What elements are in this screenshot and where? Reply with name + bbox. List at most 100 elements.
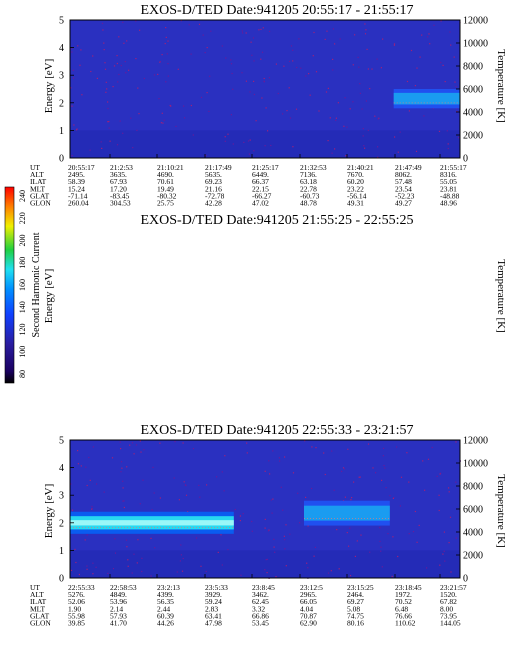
- heatmap-speckle: [227, 549, 229, 551]
- table-cell: -72.78: [205, 191, 225, 200]
- heatmap-speckle: [350, 499, 352, 501]
- table-cell: 3462.: [252, 590, 269, 599]
- heatmap-speckle: [91, 508, 93, 510]
- heatmap-speckle: [185, 484, 187, 487]
- heatmap-speckle: [108, 127, 110, 129]
- table-cell: 67.82: [440, 597, 457, 606]
- heatmap-speckle: [182, 442, 184, 444]
- heatmap-speckle: [249, 139, 251, 141]
- heatmap-speckle: [449, 516, 452, 518]
- table-cell: 42.28: [205, 199, 222, 208]
- heatmap-area: [69, 19, 461, 159]
- y2-ticks: 0 2000 4000 6000 8000 10000 12000: [456, 436, 488, 585]
- heatmap-speckle: [91, 507, 93, 510]
- table-cell: 49.27: [395, 199, 412, 208]
- heatmap-speckle: [251, 520, 253, 523]
- heatmap-speckle: [308, 73, 310, 75]
- y2-tick-label: 8000: [463, 62, 483, 73]
- heatmap-speckle: [314, 546, 316, 548]
- heatmap-speckle: [109, 140, 111, 142]
- table-cell: 63.41: [205, 611, 222, 620]
- table-cell: 23.81: [440, 184, 457, 193]
- heatmap-speckle: [184, 117, 186, 119]
- table-cell: 49.31: [347, 199, 364, 208]
- heatmap-speckle: [332, 28, 334, 30]
- table-cell: -52.23: [395, 191, 415, 200]
- heatmap-speckle: [154, 547, 156, 549]
- heatmap-speckle: [150, 575, 152, 577]
- y-tick-label: 3: [59, 491, 64, 502]
- heatmap-speckle: [245, 32, 247, 34]
- heatmap-speckle: [100, 141, 102, 143]
- heatmap-speckle: [104, 68, 107, 70]
- y2-tick-label: 10000: [463, 459, 488, 470]
- heatmap-speckle: [221, 45, 223, 47]
- heatmap-speckle: [282, 113, 284, 115]
- heatmap-speckle: [160, 122, 162, 124]
- heatmap-speckle: [382, 38, 384, 40]
- heatmap-speckle: [419, 56, 421, 58]
- table-cell: 19.49: [157, 184, 174, 193]
- heatmap-speckle: [357, 56, 359, 58]
- colorbar-tick-label: 140: [18, 301, 27, 313]
- heatmap-speckle: [429, 43, 431, 45]
- heatmap-speckle: [400, 476, 403, 478]
- heatmap-speckle: [270, 144, 272, 147]
- table-cell: 2495.: [68, 170, 85, 179]
- heatmap-speckle: [440, 20, 442, 22]
- heatmap-speckle: [343, 125, 345, 127]
- heatmap-speckle: [223, 490, 225, 492]
- heatmap-speckle: [135, 58, 137, 60]
- heatmap-speckle: [216, 476, 218, 478]
- table-cell: 70.61: [157, 177, 174, 186]
- heatmap-speckle: [399, 131, 401, 133]
- y-tick-label: 5: [59, 436, 64, 447]
- table-row-label: ALT: [30, 170, 44, 179]
- heatmap-speckle: [205, 570, 207, 573]
- heatmap-speckle: [232, 88, 234, 90]
- table-cell: 55.98: [68, 611, 85, 620]
- heatmap-speckle: [204, 52, 206, 54]
- heatmap-speckle: [177, 68, 179, 70]
- heatmap-speckle: [372, 467, 374, 469]
- heatmap-speckle: [180, 544, 182, 546]
- heatmap-speckle: [230, 59, 232, 61]
- heatmap-speckle: [448, 542, 450, 544]
- heatmap-speckle: [352, 64, 354, 66]
- heatmap-speckle: [208, 110, 210, 112]
- heatmap-speckle: [88, 456, 90, 459]
- heatmap-speckle: [288, 87, 290, 89]
- heatmap-speckle: [137, 539, 139, 541]
- heatmap-speckle: [298, 38, 300, 40]
- heatmap-speckle: [210, 30, 212, 32]
- heatmap-speckle: [264, 145, 266, 147]
- heatmap-speckle: [369, 88, 371, 90]
- heatmap-speckle: [450, 571, 452, 573]
- heatmap-speckle: [456, 110, 458, 113]
- heatmap-speckle: [253, 80, 255, 82]
- heatmap-speckle: [113, 65, 116, 67]
- heatmap-speckle: [348, 545, 350, 547]
- heatmap-speckle: [379, 540, 381, 542]
- y-axis-label: Energy [eV]: [43, 59, 55, 113]
- heatmap-speckle: [283, 65, 285, 67]
- heatmap-speckle: [116, 55, 118, 57]
- heatmap-speckle: [438, 130, 441, 132]
- y-tick-label: 4: [59, 463, 64, 474]
- heatmap-speckle: [264, 527, 266, 529]
- heatmap-speckle: [107, 572, 109, 574]
- heatmap-speckle: [152, 466, 154, 468]
- heatmap-speckle: [385, 487, 387, 489]
- heatmap-speckle: [292, 49, 294, 51]
- heatmap-speckle: [161, 112, 163, 114]
- heatmap-speckle: [133, 553, 135, 555]
- heatmap-speckle: [377, 146, 379, 148]
- heatmap-speckle: [297, 492, 299, 494]
- colorbar-tick-label: 160: [18, 279, 27, 291]
- heatmap-speckle: [124, 61, 126, 63]
- table-cell: 3929.: [205, 590, 222, 599]
- table-row-label: UT: [30, 583, 40, 592]
- table-cell: -56.14: [347, 191, 367, 200]
- heatmap-speckle: [311, 446, 313, 448]
